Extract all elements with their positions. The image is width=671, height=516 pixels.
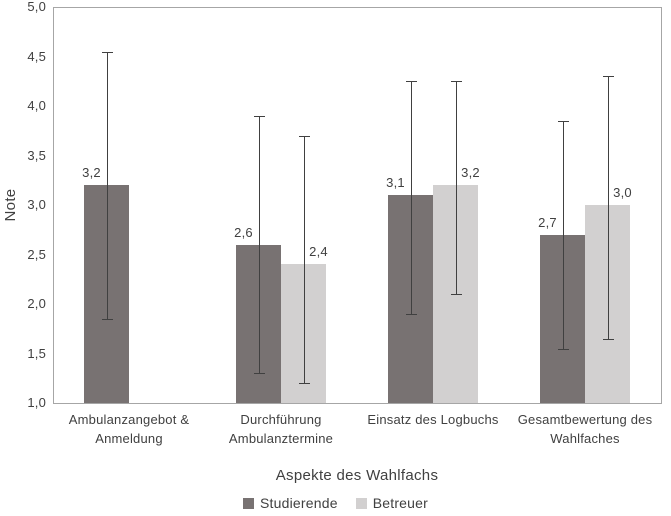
error-bar-cap-bottom: [405, 313, 417, 315]
bar-value-label: 2,4: [309, 244, 328, 260]
y-tick-label: 1,5: [27, 345, 46, 361]
error-bar-cap-bottom: [557, 348, 569, 350]
y-tick-label: 3,5: [27, 147, 46, 163]
error-bar-line: [455, 81, 457, 295]
error-bar-line: [258, 115, 260, 374]
x-category-label: Ambulanzangebot & Anmeldung: [68, 412, 190, 446]
legend-label-betreuer: Betreuer: [372, 495, 428, 511]
error-bar-cap-top: [101, 51, 113, 53]
error-bar-line: [303, 135, 305, 384]
bar-value-label: 3,2: [82, 165, 101, 181]
error-bar-line: [562, 120, 564, 349]
legend: Studierende Betreuer: [0, 495, 671, 511]
bar-value-label: 3,2: [461, 165, 480, 181]
y-tick-label: 4,5: [27, 48, 46, 64]
error-bar-cap-bottom: [253, 373, 265, 375]
y-tick-label: 2,5: [27, 246, 46, 262]
error-bar-cap-bottom: [101, 318, 113, 320]
y-tick-label: 4,0: [27, 98, 46, 113]
error-bar-line: [607, 76, 609, 339]
bar-value-label: 3,1: [386, 175, 405, 191]
y-tick-label: 5,0: [27, 0, 46, 14]
bar-value-label: 3,0: [613, 185, 632, 200]
error-bar-cap-top: [405, 81, 417, 83]
error-bar-cap-top: [298, 135, 310, 137]
bar-value-label: 2,6: [234, 224, 253, 240]
error-bar-cap-top: [557, 120, 569, 122]
x-category-label: Einsatz des Logbuchs: [367, 412, 499, 427]
y-tick-label: 2,0: [27, 296, 46, 311]
legend-swatch-betreuer: [355, 497, 367, 509]
x-category-label: Gesamtbewertung des Wahlfaches: [517, 412, 653, 446]
legend-swatch-studierende: [243, 497, 254, 509]
y-tick-label: 1,0: [27, 395, 46, 410]
error-bar-line: [106, 51, 108, 319]
error-bar-cap-bottom: [298, 383, 310, 385]
x-category-label: Durchführung Ambulanztermine: [228, 412, 334, 446]
error-bar-cap-bottom: [602, 338, 614, 340]
bar-value-label: 2,7: [538, 214, 557, 230]
x-axis-title: Aspekte des Wahlfachs: [275, 467, 439, 484]
error-bar-cap-top: [450, 81, 462, 83]
y-tick-label: 3,0: [27, 197, 46, 212]
error-bar-cap-top: [253, 115, 265, 117]
error-bar-cap-top: [602, 76, 614, 78]
legend-label-studierende: Studierende: [260, 495, 338, 511]
error-bar-line: [410, 81, 412, 314]
error-bar-cap-bottom: [450, 294, 462, 296]
